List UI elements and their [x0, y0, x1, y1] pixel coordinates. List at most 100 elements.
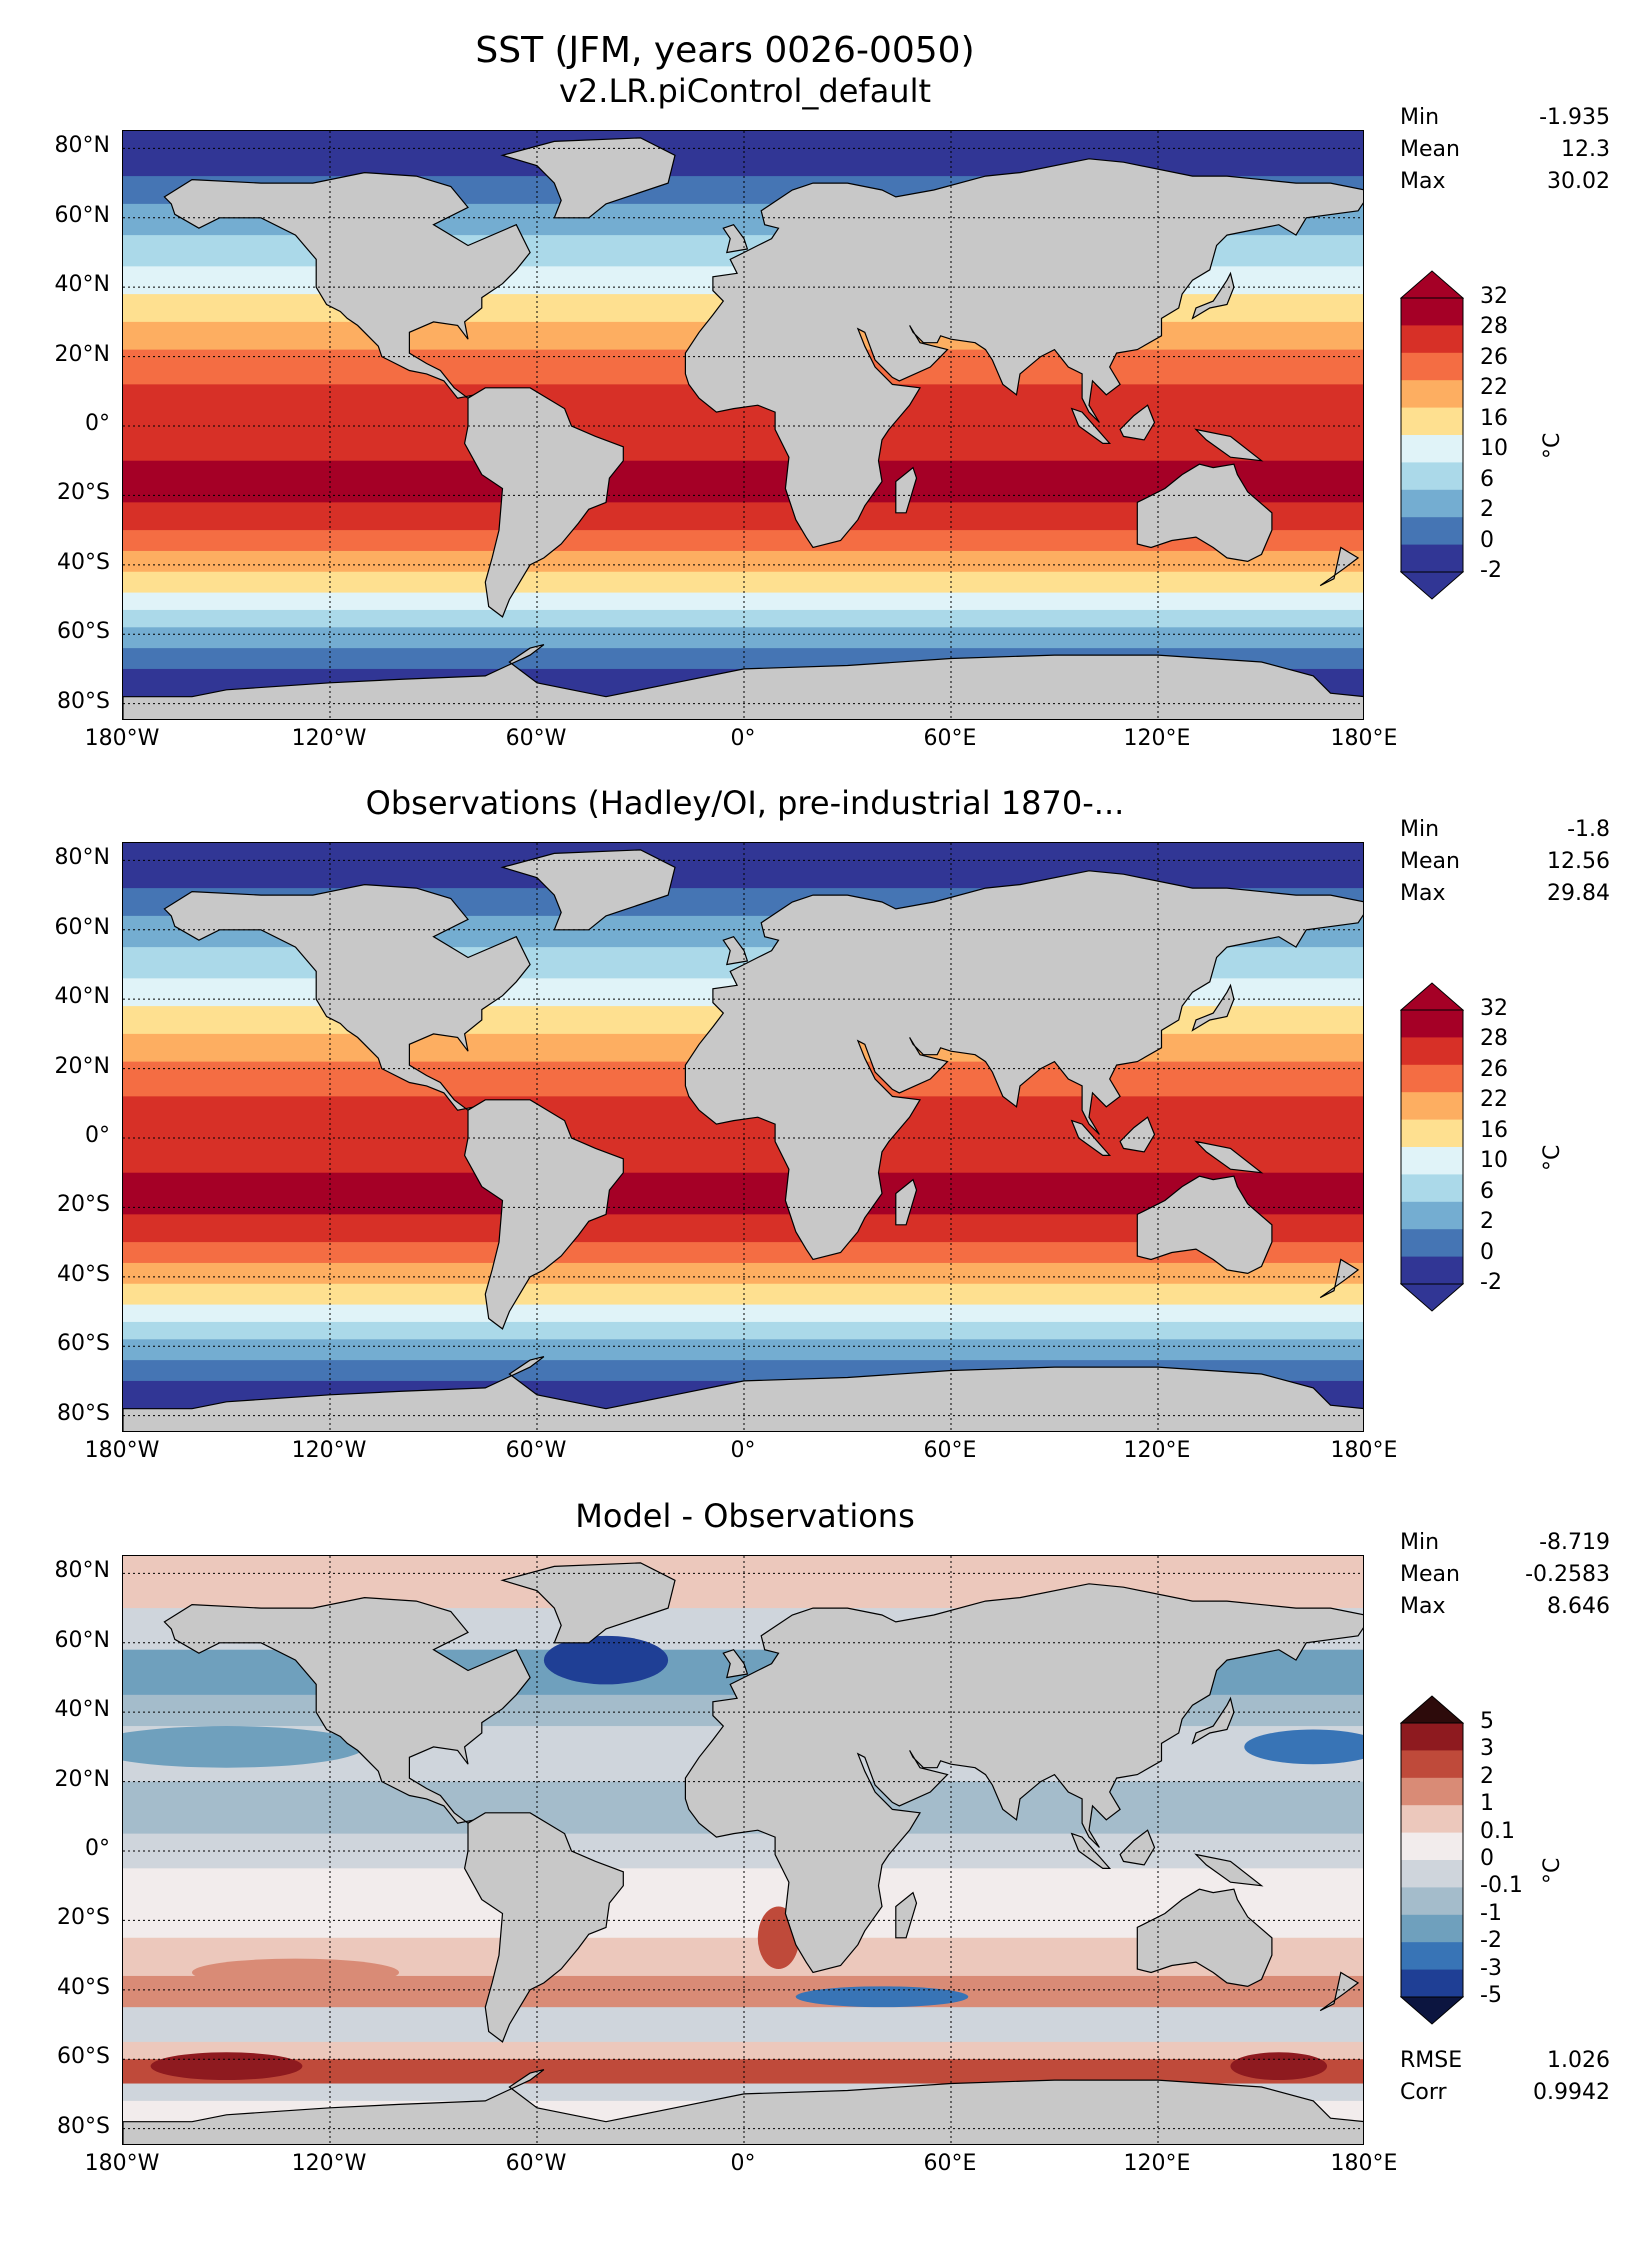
anomaly-patch — [150, 2052, 303, 2081]
stat-label: Min — [1400, 105, 1440, 130]
land-sumatra — [1070, 1832, 1112, 1869]
stat-label: Corr — [1400, 2080, 1447, 2105]
colorbar-segment — [1401, 1832, 1463, 1861]
latitude-tick-label: 80°N — [54, 845, 110, 871]
colorbar — [1400, 982, 1464, 1312]
land-borneo — [1119, 1116, 1156, 1153]
stat-value: 12.56 — [1547, 849, 1610, 874]
colorbar-extend-max — [1400, 982, 1464, 1011]
stat-value: 8.646 — [1547, 1594, 1610, 1619]
stat-label: Max — [1400, 1594, 1446, 1619]
latitude-tick-label: 80°N — [54, 133, 110, 159]
colorbar — [1400, 1695, 1464, 2025]
ocean-contour-band — [123, 592, 1363, 611]
anomaly-patch — [543, 1635, 669, 1685]
anomaly-patch — [1230, 2052, 1328, 2081]
stat-row: Max 8.646 — [1400, 1591, 1610, 1623]
land-new-zealand — [1319, 546, 1360, 587]
longitude-tick-label: 0° — [730, 2151, 756, 2176]
latitude-tick-label: 40°N — [54, 1697, 110, 1723]
colorbar-segment — [1401, 1887, 1463, 1916]
longitude-tick-label: 60°W — [505, 2151, 567, 2176]
colorbar-extend-max — [1400, 270, 1464, 299]
stat-label: Mean — [1400, 849, 1460, 874]
colorbar-tick-label: 3 — [1480, 1736, 1494, 1762]
latitude-tick-label: 0° — [85, 411, 110, 436]
colorbar-segment — [1401, 380, 1463, 409]
stat-value: 1.026 — [1547, 2048, 1610, 2073]
colorbar-extend-min — [1400, 1283, 1464, 1312]
map-area — [122, 130, 1364, 720]
latitude-tick-label: 60°S — [57, 2044, 110, 2070]
latitude-tick-label: 20°N — [54, 341, 110, 367]
latitude-tick-label: 0° — [85, 1836, 110, 1861]
colorbar-segment — [1401, 298, 1463, 326]
colorbar-segment — [1401, 407, 1463, 436]
stat-row: Corr 0.9942 — [1400, 2077, 1610, 2109]
colorbar-segment — [1401, 1119, 1463, 1148]
longitude-tick-label: 180°W — [84, 1438, 160, 1463]
longitude-tick-label: 180°E — [1330, 726, 1398, 751]
map-canvas — [123, 843, 1363, 1431]
colorbar-tick-label: -1 — [1480, 1900, 1502, 1926]
longitude-tick-label: 180°W — [84, 726, 160, 751]
longitude-tick-label: 0° — [730, 1438, 756, 1463]
colorbar-segment — [1401, 517, 1463, 546]
colorbar-tick-label: 6 — [1480, 1178, 1494, 1204]
error-stats-box: RMSE 1.026 Corr 0.9942 — [1400, 2045, 1610, 2109]
land-australia — [1136, 1888, 1273, 1988]
ocean-contour-band — [123, 550, 1363, 573]
latitude-tick-label: 20°S — [57, 480, 110, 506]
colorbar-tick-label: 22 — [1480, 375, 1508, 401]
figure-title: SST (JFM, years 0026-0050) — [475, 30, 975, 71]
latitude-tick-label: 80°S — [57, 2113, 110, 2139]
colorbar-segment — [1401, 1229, 1463, 1258]
colorbar-outline — [1400, 1722, 1464, 1998]
colorbar-tick-label: -2 — [1480, 558, 1502, 583]
ocean-contour-band — [123, 1321, 1363, 1341]
land-australia — [1136, 463, 1273, 563]
longitude-tick-label: 120°W — [291, 2151, 367, 2176]
colorbar-segment — [1401, 1064, 1463, 1093]
land-uk — [722, 1648, 749, 1679]
ocean-contour-band — [123, 530, 1363, 552]
land-japan — [1191, 1696, 1235, 1745]
colorbar-tick-label: 22 — [1480, 1087, 1508, 1113]
land-greenland — [500, 1562, 676, 1644]
longitude-tick-label: 60°E — [923, 726, 977, 751]
land-new-zealand — [1319, 1971, 1360, 2012]
colorbar-tick-label: 10 — [1480, 1148, 1508, 1174]
colorbar-segment — [1401, 1201, 1463, 1230]
stat-row: Mean 12.3 — [1400, 134, 1610, 166]
stat-label: RMSE — [1400, 2048, 1463, 2073]
stat-label: Min — [1400, 1530, 1440, 1555]
colorbar-segment — [1401, 1942, 1463, 1971]
colorbar-tick-label: 26 — [1480, 344, 1508, 370]
colorbar-segment — [1401, 352, 1463, 381]
land-africa-eurasia — [684, 158, 1363, 549]
colorbar-tick-label: -5 — [1480, 1983, 1502, 2008]
longitude-tick-label: 60°W — [505, 1438, 567, 1463]
map-canvas — [123, 131, 1363, 719]
longitude-tick-label: 120°E — [1123, 1438, 1191, 1463]
stats-box: Min -1.935 Mean 12.3 Max 30.02 — [1400, 102, 1610, 198]
longitude-tick-label: 180°E — [1330, 2151, 1398, 2176]
ocean-contour-band — [123, 609, 1363, 629]
colorbar-tick-label: -0.1 — [1480, 1873, 1523, 1899]
land-africa-eurasia — [684, 870, 1363, 1261]
anomaly-patch — [192, 1958, 399, 1987]
ocean-contour-band — [123, 1242, 1363, 1264]
longitude-tick-label: 60°E — [923, 2151, 977, 2176]
colorbar-segment — [1401, 1969, 1463, 1998]
colorbar-tick-label: 2 — [1480, 1763, 1494, 1789]
land-greenland — [500, 137, 676, 219]
colorbar-segment — [1401, 1010, 1463, 1038]
colorbar-tick-label: 2 — [1480, 497, 1494, 523]
colorbar-tick-label: -2 — [1480, 1270, 1502, 1295]
land-sumatra — [1070, 407, 1112, 444]
land-sumatra — [1070, 1119, 1112, 1156]
ocean-contour-band — [123, 571, 1363, 594]
land-borneo — [1119, 404, 1156, 441]
colorbar-segment — [1401, 325, 1463, 354]
longitude-tick-label: 0° — [730, 726, 756, 751]
